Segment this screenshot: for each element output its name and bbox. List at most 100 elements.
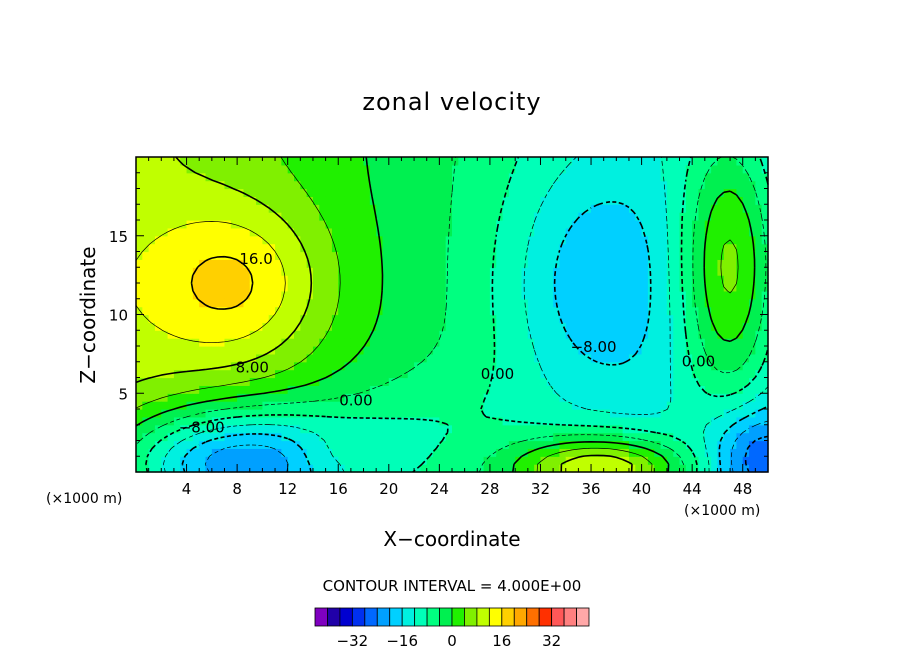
contour-cell xyxy=(230,314,238,323)
contour-cell xyxy=(546,338,554,347)
contour-cell xyxy=(483,385,491,394)
contour-cell xyxy=(464,290,472,300)
contour-cell xyxy=(597,204,605,213)
contour-cell xyxy=(344,322,352,331)
contour-line xyxy=(190,255,254,310)
contour-cell xyxy=(186,298,194,308)
contour-cell xyxy=(597,235,605,245)
contour-cell xyxy=(603,290,611,300)
contour-cell xyxy=(692,220,700,229)
contour-cell xyxy=(654,251,662,260)
contour-cell xyxy=(749,275,756,284)
contour-cell xyxy=(496,172,504,182)
contour-cell xyxy=(357,464,365,473)
contour-cell xyxy=(294,188,301,197)
contour-cell xyxy=(755,322,763,331)
contour-cell xyxy=(407,353,415,363)
contour-cell xyxy=(369,204,377,213)
contour-cell xyxy=(439,361,447,371)
contour-cell xyxy=(344,385,352,394)
contour-cell xyxy=(388,275,396,284)
contour-cell xyxy=(205,306,213,316)
contour-cell xyxy=(704,227,712,237)
contour-cell xyxy=(173,298,181,308)
contour-cell xyxy=(508,220,516,229)
contour-cell xyxy=(319,204,327,213)
contour-cell xyxy=(641,259,649,268)
contour-cell xyxy=(369,346,377,355)
contour-cell xyxy=(205,243,213,253)
contour-cell xyxy=(546,456,554,465)
contour-cell xyxy=(685,330,693,339)
contour-cell xyxy=(521,409,529,418)
contour-cell xyxy=(312,401,320,410)
contour-cell xyxy=(420,448,428,457)
contour-cell xyxy=(199,361,207,371)
contour-cell xyxy=(685,401,693,410)
contour-cell xyxy=(641,322,649,331)
contour-cell xyxy=(300,432,308,442)
contour-cell xyxy=(610,448,617,457)
contour-cell xyxy=(173,424,181,434)
contour-cell xyxy=(660,220,668,229)
contour-cell xyxy=(407,275,415,284)
contour-cell xyxy=(534,424,542,434)
contour-cell xyxy=(534,440,542,449)
contour-cell xyxy=(622,416,630,426)
contour-cell xyxy=(287,275,295,284)
contour-cell xyxy=(622,290,630,300)
contour-cell xyxy=(180,330,188,339)
contour-cell xyxy=(369,188,377,197)
contour-cell xyxy=(357,322,365,331)
contour-cell xyxy=(679,361,687,371)
contour-cell xyxy=(287,235,295,245)
contour-cell xyxy=(395,424,403,434)
contour-cell xyxy=(553,290,561,300)
contour-cell xyxy=(287,306,295,316)
contour-cell xyxy=(540,298,548,308)
contour-cell xyxy=(237,290,245,300)
contour-cell xyxy=(565,204,573,213)
contour-cell xyxy=(262,164,270,174)
contour-cell xyxy=(540,393,548,402)
contour-cell xyxy=(534,267,542,276)
contour-cell xyxy=(654,172,662,182)
contour-cell xyxy=(249,164,257,174)
contour-cell xyxy=(717,196,725,205)
contour-cell xyxy=(249,298,257,308)
contour-cell xyxy=(553,267,561,276)
contour-cell xyxy=(603,157,611,166)
contour-cell xyxy=(325,361,333,371)
contour-cell xyxy=(654,424,662,434)
contour-cell xyxy=(458,353,466,363)
contour-cell xyxy=(192,283,200,292)
contour-cell xyxy=(508,401,516,410)
contour-cell xyxy=(452,275,459,284)
contour-cell xyxy=(426,275,434,284)
contour-cell xyxy=(218,306,226,316)
contour-cell xyxy=(161,267,169,276)
contour-cell xyxy=(698,243,706,253)
contour-cell xyxy=(679,314,687,323)
contour-cell xyxy=(502,204,510,213)
contour-cell xyxy=(382,314,390,323)
contour-cell xyxy=(761,188,769,197)
contour-cell xyxy=(294,290,301,300)
x-tick-label: 8 xyxy=(232,480,242,498)
contour-cell xyxy=(692,267,700,276)
contour-cell xyxy=(395,361,403,371)
contour-cell xyxy=(477,416,485,426)
contour-cell xyxy=(249,220,257,229)
contour-cell xyxy=(382,448,390,457)
contour-cell xyxy=(243,157,251,166)
contour-cell xyxy=(673,401,681,410)
contour-cell xyxy=(433,243,440,253)
contour-cell xyxy=(673,196,681,205)
contour-cell xyxy=(433,235,440,245)
contour-cell xyxy=(723,361,731,371)
contour-cell xyxy=(546,283,554,292)
contour-cell xyxy=(540,377,548,386)
contour-cell xyxy=(199,369,207,379)
contour-cell xyxy=(641,456,649,465)
contour-cell xyxy=(249,157,257,166)
